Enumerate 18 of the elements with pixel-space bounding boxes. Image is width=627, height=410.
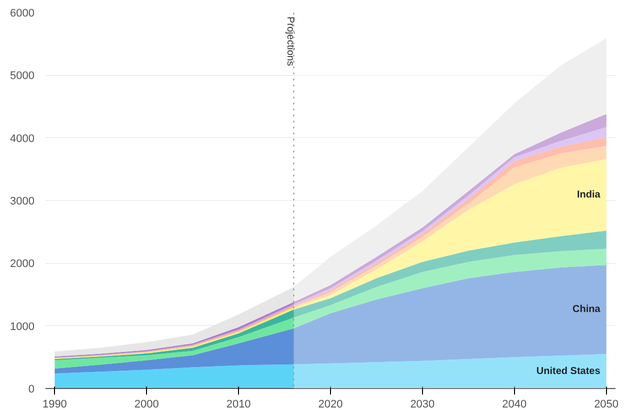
series-label: India <box>576 189 601 200</box>
y-tick-label: 1000 <box>10 320 35 333</box>
x-tick-label: 2020 <box>318 398 343 410</box>
y-tick-label: 2000 <box>10 258 35 270</box>
x-tick-label: 2010 <box>226 398 251 410</box>
series-label: United States <box>536 366 601 377</box>
x-tick-label: 2040 <box>502 398 527 410</box>
ref-line-label: Projections <box>284 16 296 66</box>
x-tick-label: 2000 <box>134 398 159 410</box>
y-tick-label: 0 <box>28 384 35 396</box>
x-tick-label: 2050 <box>594 398 619 410</box>
y-tick-label: 4000 <box>10 132 35 145</box>
series-label: China <box>572 304 601 316</box>
y-tick-label: 6000 <box>10 8 35 20</box>
x-tick-label: 2030 <box>410 398 435 410</box>
x-tick-label: 1990 <box>42 398 67 410</box>
y-tick-label: 5000 <box>10 70 35 82</box>
y-tick-label: 3000 <box>10 196 35 208</box>
